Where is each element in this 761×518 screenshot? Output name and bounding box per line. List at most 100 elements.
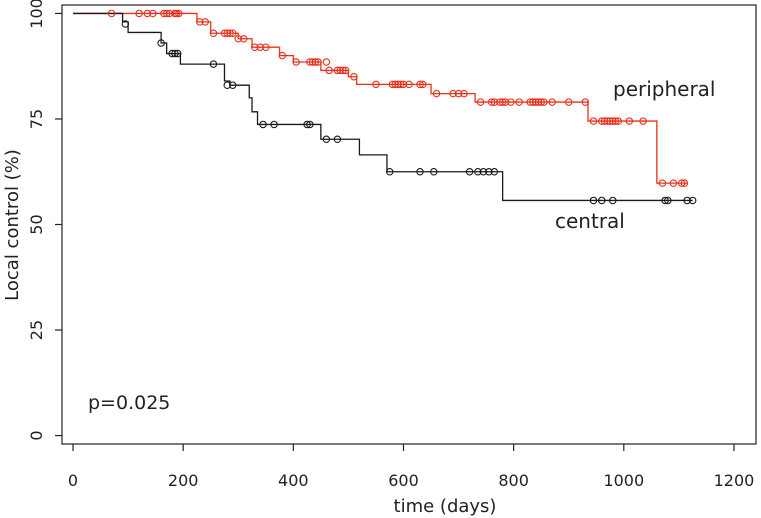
y-tick-label: 50: [27, 214, 46, 234]
censor-mark-peripheral: [394, 80, 402, 89]
x-tick-label: 1200: [714, 471, 755, 490]
censor-mark-central: [228, 81, 237, 89]
series-line-peripheral: [73, 12, 688, 184]
censor-mark-central: [416, 167, 424, 176]
censor-mark-peripheral: [460, 89, 468, 98]
censor-mark-central: [589, 196, 598, 205]
y-axis-title: Local control (%): [2, 149, 23, 301]
censor-mark-peripheral: [589, 117, 598, 125]
censor-mark-peripheral: [529, 98, 537, 106]
censor-mark-peripheral: [658, 179, 667, 187]
censor-mark-peripheral: [209, 29, 218, 38]
censor-mark-central: [664, 196, 672, 205]
censor-mark-peripheral: [201, 18, 209, 26]
censor-mark-peripheral: [226, 29, 234, 38]
censor-mark-peripheral: [160, 9, 168, 18]
censor-mark-peripheral: [449, 89, 457, 98]
censor-mark-peripheral: [172, 9, 181, 18]
censor-mark-peripheral: [609, 117, 617, 125]
censor-mark-peripheral: [534, 98, 543, 106]
censor-mark-central: [270, 120, 278, 129]
censor-mark-peripheral: [490, 98, 499, 106]
censor-mark-peripheral: [540, 98, 548, 106]
censor-mark-peripheral: [614, 117, 623, 125]
censor-mark-central: [474, 167, 482, 176]
censor-mark-central: [490, 167, 499, 176]
censor-mark-peripheral: [501, 98, 510, 106]
y-tick-label: 75: [27, 109, 46, 129]
censor-mark-peripheral: [322, 58, 331, 66]
censor-mark-peripheral: [598, 117, 606, 125]
censor-mark-central: [223, 81, 231, 89]
censor-mark-peripheral: [175, 9, 183, 18]
censor-mark-central: [688, 196, 697, 205]
censor-mark-peripheral: [531, 98, 540, 106]
censor-mark-peripheral: [680, 179, 689, 187]
censor-mark-peripheral: [669, 179, 678, 187]
censor-mark-peripheral: [336, 66, 344, 75]
censor-mark-peripheral: [507, 98, 515, 106]
censor-mark-peripheral: [498, 98, 507, 106]
p-value-annotation: p=0.025: [88, 392, 170, 414]
censor-mark-peripheral: [143, 9, 152, 18]
censor-mark-central: [322, 135, 331, 143]
censor-mark-peripheral: [537, 98, 545, 106]
censor-mark-peripheral: [372, 80, 380, 89]
censor-mark-peripheral: [432, 89, 441, 98]
censor-mark-central: [479, 167, 488, 176]
censor-mark-peripheral: [405, 80, 413, 89]
censor-mark-peripheral: [195, 18, 204, 26]
censor-mark-peripheral: [278, 51, 287, 60]
censor-mark-central: [683, 196, 691, 205]
censor-mark-peripheral: [611, 117, 620, 125]
censor-mark-peripheral: [581, 98, 590, 106]
censor-mark-peripheral: [487, 98, 496, 106]
censor-mark-peripheral: [135, 9, 143, 18]
censor-mark-peripheral: [220, 29, 229, 38]
censor-mark-central: [209, 60, 218, 68]
x-tick-label: 200: [168, 471, 199, 490]
censor-mark-peripheral: [149, 9, 157, 18]
censor-mark-peripheral: [396, 80, 405, 89]
plot-frame: [61, 4, 757, 445]
censor-mark-central: [465, 167, 474, 176]
censor-mark-central: [485, 167, 493, 176]
series-label-peripheral: peripheral: [613, 77, 716, 101]
x-axis-title: time (days): [394, 496, 497, 517]
x-tick-label: 400: [278, 471, 309, 490]
censor-mark-central: [173, 49, 182, 58]
censor-mark-peripheral: [625, 117, 634, 125]
censor-mark-central: [171, 49, 179, 58]
censor-mark-central: [609, 196, 617, 205]
censor-mark-peripheral: [526, 98, 534, 106]
censor-mark-central: [385, 167, 394, 176]
censor-mark-peripheral: [548, 98, 556, 106]
y-tick-label: 100: [27, 0, 46, 29]
censor-mark-peripheral: [476, 98, 485, 106]
censor-mark-central: [121, 20, 130, 28]
censor-mark-peripheral: [262, 43, 270, 51]
censor-mark-peripheral: [234, 35, 243, 43]
x-tick-label: 1000: [603, 471, 644, 490]
censor-mark-peripheral: [256, 43, 265, 51]
censor-mark-peripheral: [454, 89, 463, 98]
series-label-central: central: [555, 209, 625, 233]
censor-mark-peripheral: [603, 117, 612, 125]
censor-mark-peripheral: [639, 117, 647, 125]
censor-mark-peripheral: [388, 80, 397, 89]
censor-mark-central: [306, 120, 314, 129]
censor-mark-peripheral: [515, 98, 523, 106]
censor-mark-central: [430, 167, 438, 176]
censor-mark-peripheral: [292, 58, 300, 66]
censor-mark-peripheral: [350, 73, 358, 81]
censor-mark-peripheral: [677, 179, 686, 187]
censor-mark-peripheral: [306, 58, 314, 66]
censor-mark-peripheral: [107, 9, 116, 18]
censor-mark-peripheral: [165, 9, 174, 18]
censor-mark-peripheral: [564, 98, 573, 106]
censor-mark-peripheral: [391, 80, 399, 89]
censor-mark-central: [157, 39, 165, 47]
axis-ticks: 0 200 400 600 800 1000 1200 0 25 50 75 100: [27, 0, 754, 490]
censor-mark-central: [168, 49, 176, 58]
